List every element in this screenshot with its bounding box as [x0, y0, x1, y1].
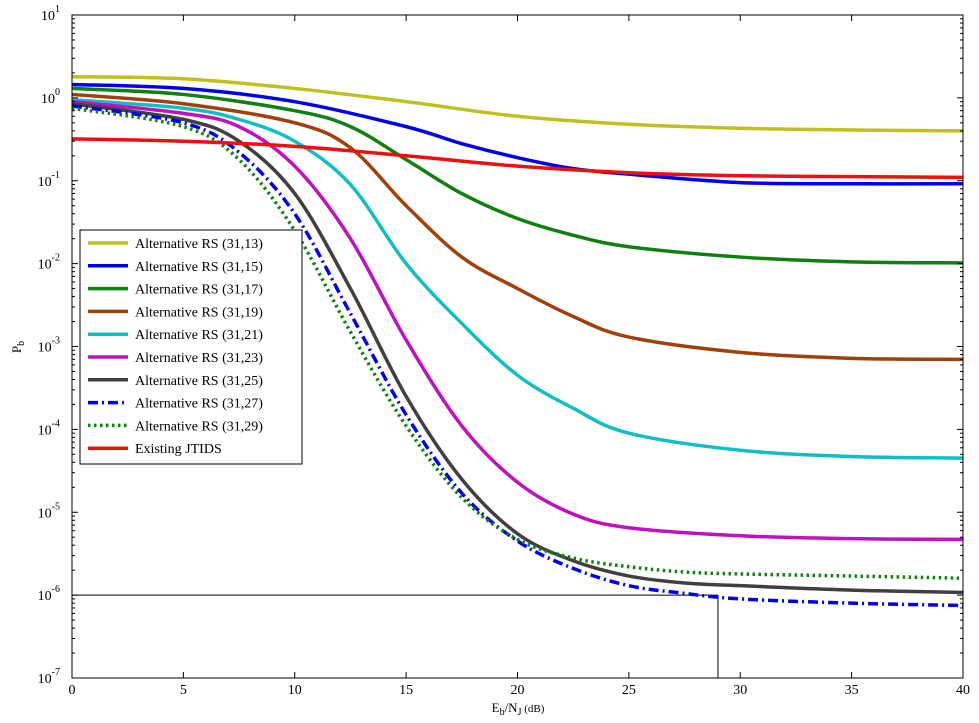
x-tick-label: 35	[845, 683, 859, 698]
y-axis-label-sub: b	[16, 341, 27, 346]
series-line-1	[71, 74, 964, 133]
legend-label-5: Alternative RS (31,21)	[135, 328, 263, 343]
series-line-5	[71, 97, 964, 460]
x-axis-label-sub2: J	[518, 707, 522, 718]
reference-lines	[72, 594, 719, 678]
legend-box	[79, 229, 303, 465]
series-line-10	[71, 137, 964, 180]
y-tick-label: 101	[41, 4, 60, 24]
series-line-9	[71, 106, 964, 580]
legend-label-4: Alternative RS (31,19)	[135, 305, 263, 320]
y-axis-ticks: 101 100 10-1 10-2 10-3 10-4 10-5 10-6 10-7	[38, 4, 963, 687]
x-tick-label: 0	[69, 683, 76, 698]
x-tick-label: 25	[622, 683, 636, 698]
series-layer	[71, 74, 964, 608]
x-axis-label-sub1: b	[500, 707, 505, 718]
y-tick-label: 10-5	[38, 501, 60, 521]
x-tick-label: 40	[956, 683, 970, 698]
x-tick-label: 30	[733, 683, 747, 698]
y-tick-label: 10-1	[38, 170, 60, 190]
x-tick-label: 10	[288, 683, 302, 698]
legend-label-8: Alternative RS (31,27)	[135, 397, 263, 412]
series-line-3	[71, 86, 964, 265]
y-tick-label: 10-4	[38, 418, 60, 438]
x-tick-label: 5	[180, 683, 187, 698]
legend-label-1: Alternative RS (31,13)	[135, 237, 263, 252]
series-line-2	[71, 82, 964, 186]
legend-label-3: Alternative RS (31,17)	[135, 283, 263, 298]
series-line-6	[71, 99, 964, 542]
series-line-7	[71, 101, 964, 595]
y-tick-label: 10-2	[38, 253, 60, 273]
y-tick-label: 10-7	[38, 667, 60, 687]
x-tick-label: 20	[511, 683, 525, 698]
y-tick-label: 10-3	[38, 336, 60, 356]
legend-label-9: Alternative RS (31,29)	[135, 419, 263, 434]
legend-label-10: Existing JTIDS	[135, 442, 222, 457]
legend-label-7: Alternative RS (31,25)	[135, 374, 263, 389]
legend-label-2: Alternative RS (31,15)	[135, 260, 263, 275]
legend-label-6: Alternative RS (31,23)	[135, 351, 263, 366]
series-line-4	[71, 92, 964, 362]
y-tick-label: 10-6	[38, 584, 60, 604]
legend: Alternative RS (31,13) Alternative RS (31…	[79, 229, 303, 465]
x-tick-label: 15	[399, 683, 413, 698]
x-axis-label: Eb/NJ (dB)	[492, 700, 545, 718]
x-axis-ticks: 0 5 10 15 20 25 30 35 40	[69, 15, 970, 698]
y-axis-label: Pb	[9, 341, 27, 353]
y-tick-label: 100	[41, 87, 60, 107]
